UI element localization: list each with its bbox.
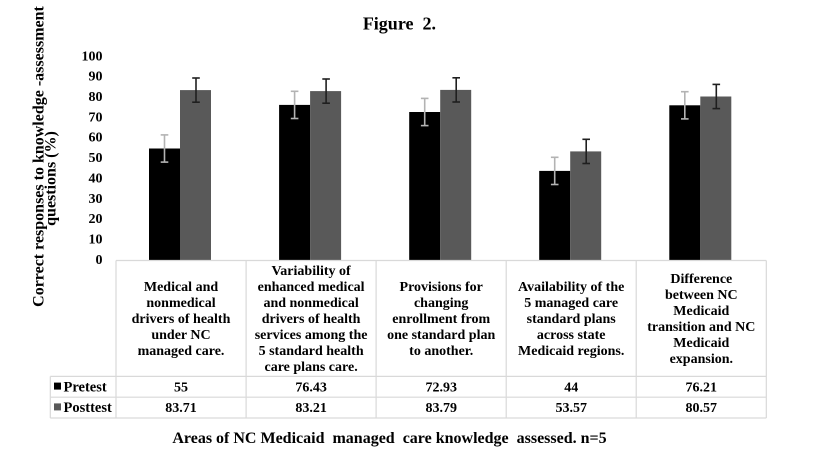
svg-text:Medicaid: Medicaid [673,304,729,319]
svg-text:enhanced medical: enhanced medical [258,280,365,295]
svg-text:drivers of health: drivers of health [132,312,231,327]
svg-text:questions (%): questions (%) [43,131,60,226]
svg-text:Posttest: Posttest [64,400,112,416]
svg-text:20: 20 [89,212,103,227]
svg-text:between NC: between NC [665,288,738,303]
svg-text:5 standard health: 5 standard health [259,344,364,359]
svg-text:Provisions for: Provisions for [400,280,483,295]
svg-text:under NC: under NC [151,328,210,343]
svg-text:76.21: 76.21 [686,380,718,395]
svg-text:53.57: 53.57 [555,401,587,416]
svg-text:services among the: services among the [255,328,368,343]
svg-text:Availability of the: Availability of the [518,280,624,295]
svg-text:100: 100 [82,49,103,64]
svg-text:Areas of NC Medicaid managed: Areas of NC Medicaid managed care knowle… [172,430,606,447]
svg-text:Variability of: Variability of [271,264,351,279]
svg-text:10: 10 [89,233,103,248]
svg-text:changing: changing [414,296,468,311]
svg-text:80.57: 80.57 [686,401,718,416]
svg-text:care plans care.: care plans care. [265,360,358,375]
svg-text:expansion.: expansion. [670,352,733,367]
svg-text:and nonmedical: and nonmedical [263,296,358,311]
svg-text:83.71: 83.71 [165,401,197,416]
svg-text:83.79: 83.79 [425,401,457,416]
svg-text:one standard plan: one standard plan [387,328,495,343]
svg-text:70: 70 [89,110,103,125]
svg-text:72.93: 72.93 [425,380,457,395]
svg-text:83.21: 83.21 [295,401,327,416]
svg-text:across state: across state [537,328,606,343]
svg-text:44: 44 [564,380,578,395]
svg-text:nonmedical: nonmedical [146,296,215,311]
svg-text:50: 50 [89,151,103,166]
svg-text:76.43: 76.43 [295,380,327,395]
svg-text:Correct responses to knowledge: Correct responses to knowledge -assessme… [30,5,47,306]
svg-text:5 managed care: 5 managed care [524,296,618,311]
svg-text:55: 55 [174,380,188,395]
svg-text:40: 40 [89,172,103,187]
svg-text:80: 80 [89,90,103,105]
svg-text:standard plans: standard plans [527,312,617,327]
svg-text:90: 90 [89,70,103,85]
svg-text:Difference: Difference [670,272,732,287]
svg-text:Medical and: Medical and [144,280,218,295]
svg-text:30: 30 [89,192,103,207]
svg-text:enrollment from: enrollment from [392,312,490,327]
svg-text:Medicaid: Medicaid [673,336,729,351]
svg-text:0: 0 [96,253,103,268]
svg-text:to another.: to another. [409,344,473,359]
svg-text:Pretest: Pretest [64,379,107,395]
svg-text:transition and NC: transition and NC [647,320,755,335]
svg-text:Figure 2.: Figure 2. [363,14,436,34]
svg-text:managed care.: managed care. [138,344,225,359]
svg-text:Medicaid regions.: Medicaid regions. [518,344,624,359]
svg-text:drivers of health: drivers of health [262,312,361,327]
svg-text:60: 60 [89,131,103,146]
